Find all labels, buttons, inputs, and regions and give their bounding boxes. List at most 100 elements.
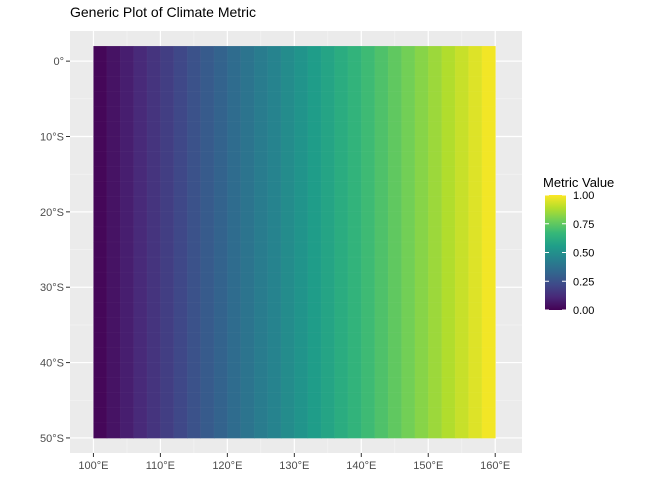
heatmap-cell	[307, 61, 322, 77]
heatmap-cell	[106, 377, 121, 394]
heatmap-cell	[240, 106, 255, 122]
heatmap-cell	[267, 287, 282, 303]
heatmap-cell	[334, 61, 349, 77]
heatmap-cell	[294, 377, 309, 394]
heatmap-cell	[267, 317, 282, 333]
heatmap-cell	[173, 287, 188, 303]
heatmap-cell	[334, 106, 349, 122]
heatmap-cell	[321, 347, 335, 363]
heatmap-cell	[334, 362, 349, 379]
heatmap-cell	[200, 317, 215, 333]
heatmap-cell	[468, 392, 483, 409]
legend-tick-label: 0.75	[573, 219, 594, 231]
heatmap-cell	[321, 106, 335, 122]
heatmap-cell	[321, 196, 335, 213]
heatmap-cell	[388, 317, 402, 333]
heatmap-cell	[106, 287, 121, 303]
heatmap-cell	[294, 317, 309, 333]
heatmap-cell	[120, 287, 135, 303]
heatmap-cell	[227, 226, 242, 243]
heatmap-cell	[388, 332, 402, 348]
heatmap-cell	[414, 302, 429, 318]
heatmap-cell	[321, 272, 335, 288]
heatmap-cell	[254, 377, 268, 394]
heatmap-cell	[468, 407, 483, 424]
heatmap-cell	[334, 257, 349, 273]
heatmap-cell	[481, 181, 496, 198]
heatmap-cell	[455, 257, 469, 273]
heatmap-cell	[401, 407, 416, 424]
heatmap-cell	[321, 257, 335, 273]
heatmap-cell	[428, 46, 443, 62]
heatmap-cell	[280, 347, 295, 363]
heatmap-cell	[160, 181, 175, 198]
heatmap-cell	[280, 392, 295, 409]
heatmap-cell	[227, 76, 242, 92]
heatmap-cell	[388, 166, 402, 183]
heatmap-cell	[280, 317, 295, 333]
heatmap-cell	[334, 302, 349, 318]
heatmap-cell	[307, 121, 322, 137]
heatmap-cell	[455, 211, 469, 228]
x-tick-label: 140°E	[346, 460, 376, 472]
heatmap-cell	[294, 76, 309, 92]
heatmap-cell	[160, 407, 175, 424]
heatmap-cell	[361, 181, 376, 198]
heatmap-cell	[120, 347, 135, 363]
heatmap-cell	[227, 422, 242, 439]
heatmap-cell	[294, 211, 309, 228]
heatmap-cell	[227, 166, 242, 183]
heatmap-cell	[280, 377, 295, 394]
heatmap-cell	[254, 211, 268, 228]
heatmap-cell	[468, 46, 483, 62]
heatmap-cell	[401, 151, 416, 168]
heatmap-cell	[374, 332, 389, 348]
heatmap-cell	[133, 121, 148, 137]
heatmap-cell	[361, 362, 376, 379]
heatmap-cell	[388, 272, 402, 288]
heatmap-cell	[173, 347, 188, 363]
heatmap-cell	[481, 302, 496, 318]
heatmap-cell	[147, 422, 161, 439]
heatmap-cell	[361, 61, 376, 77]
heatmap-cell	[213, 151, 228, 168]
heatmap-cell	[133, 287, 148, 303]
heatmap-cell	[414, 257, 429, 273]
heatmap-cell	[213, 106, 228, 122]
heatmap-cell	[280, 121, 295, 137]
heatmap-cell	[428, 272, 443, 288]
heatmap-cell	[147, 242, 161, 258]
heatmap-cell	[240, 61, 255, 77]
legend-ticks: 0.00 0.25 0.50 0.75 1.00	[545, 190, 594, 317]
heatmap-cell	[93, 377, 108, 394]
heatmap-cell	[414, 121, 429, 137]
heatmap-cell	[133, 347, 148, 363]
heatmap-cell	[441, 272, 456, 288]
heatmap-cell	[374, 76, 389, 92]
heatmap-cell	[187, 272, 201, 288]
heatmap-cell	[401, 362, 416, 379]
heatmap-cell	[173, 166, 188, 183]
heatmap-cell	[280, 422, 295, 439]
heatmap-cell	[227, 287, 242, 303]
heatmap-cell	[133, 422, 148, 439]
heatmap-cell	[468, 151, 483, 168]
heatmap-cell	[401, 392, 416, 409]
heatmap-cell	[200, 392, 215, 409]
heatmap-cell	[414, 347, 429, 363]
heatmap-cell	[173, 407, 188, 424]
heatmap-cell	[187, 332, 201, 348]
heatmap-cell	[481, 151, 496, 168]
heatmap-cell	[455, 272, 469, 288]
heatmap-cell	[414, 362, 429, 379]
heatmap-cell	[200, 91, 215, 107]
heatmap-cell	[120, 106, 135, 122]
heatmap-cell	[334, 422, 349, 439]
heatmap-cell	[334, 151, 349, 168]
heatmap-cell	[187, 151, 201, 168]
x-tick-label: 160°E	[480, 460, 510, 472]
heatmap-cell	[120, 151, 135, 168]
heatmap-cell	[254, 106, 268, 122]
heatmap-cell	[106, 151, 121, 168]
